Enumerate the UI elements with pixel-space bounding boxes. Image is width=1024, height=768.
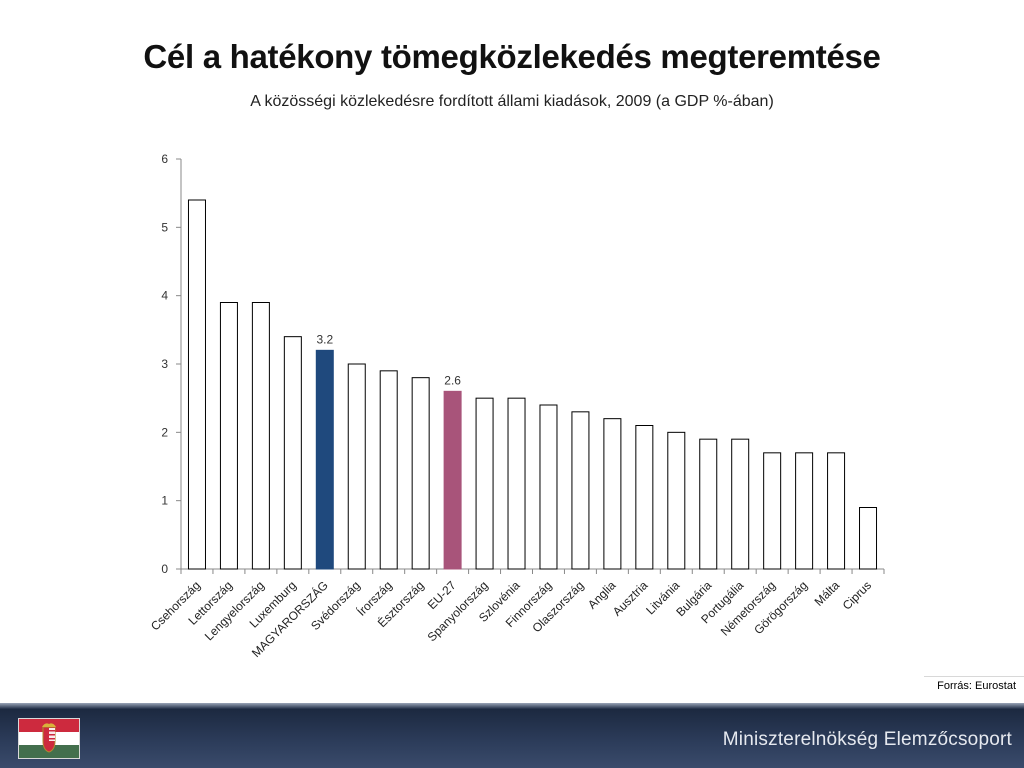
bar-lettország [219,302,238,570]
bar-málta [827,452,846,570]
x-tick-label: Ciprus [840,578,874,612]
bar-szlovénia [507,397,526,570]
page-title: Cél a hatékony tömegközlekedés megteremt… [143,38,881,75]
source-note: Forrás: Eurostat [937,680,1016,692]
source-divider [924,676,1024,677]
footer-bar [0,709,1024,768]
y-tick-label: 3 [161,357,168,371]
bar-magyarország [315,349,334,570]
bar-írország [379,370,398,570]
bar-ciprus [859,507,878,570]
chart-subtitle: A közösségi közlekedésre fordított állam… [250,93,774,110]
bar-spanyolország [475,397,494,570]
bar-ausztria [635,425,654,570]
data-label: 2.6 [444,373,461,387]
y-tick-label: 1 [161,494,168,508]
x-tick-label: Málta [812,578,843,609]
y-tick-label: 4 [161,289,168,303]
footer-organization: Miniszterelnökség Elemzőcsoport [722,729,1012,750]
bar-luxemburg [283,336,302,570]
bar-finnország [539,404,558,570]
bar-lengyelország [251,302,270,570]
y-tick-label: 5 [161,220,168,234]
bar-csehország [187,199,206,570]
bar-olaszország [571,411,590,570]
bar-görögország [795,452,814,570]
bar-svédország [347,363,366,570]
bar-bulgária [699,438,718,570]
bar-németország [763,452,782,570]
bar-anglia [603,418,622,570]
footer-accent-bar [0,703,1024,709]
x-tick-label: Ausztria [610,578,651,619]
y-tick-label: 6 [161,152,168,166]
hungarian-flag-icon [18,718,80,759]
y-tick-label: 0 [161,562,168,576]
bar-litvánia [667,431,686,570]
bar-észtország [411,377,430,570]
data-label: 3.2 [316,332,333,346]
y-tick-label: 2 [161,425,168,439]
bar-eu-27 [443,390,462,570]
bar-portugália [731,438,750,570]
